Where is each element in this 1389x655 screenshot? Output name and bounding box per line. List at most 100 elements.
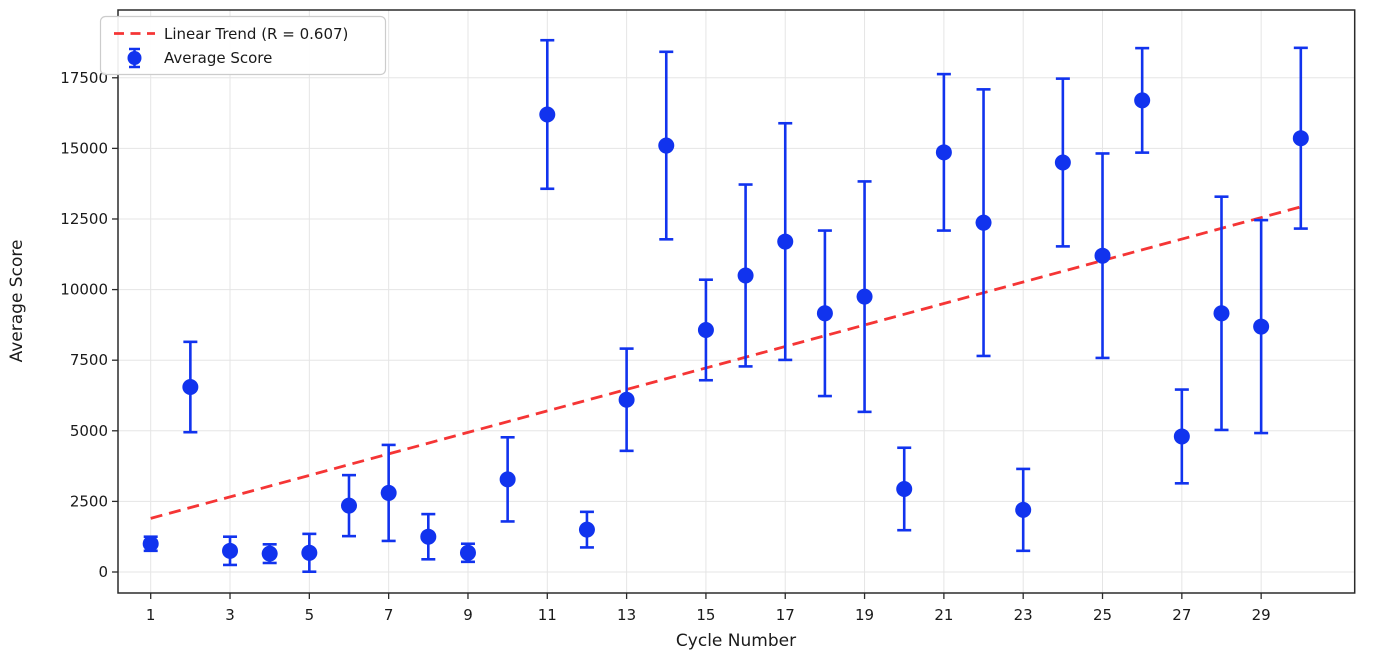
x-tick-label: 17 (776, 606, 795, 624)
data-point (222, 542, 239, 559)
data-point (618, 391, 635, 408)
data-point (301, 544, 318, 561)
error-bar (578, 510, 595, 549)
data-point (777, 233, 794, 250)
error-bar (658, 50, 675, 241)
data-point (539, 106, 556, 123)
x-tick-label: 3 (225, 606, 235, 624)
tick-layer: 1 3 5 7 9 11 13 15 17 19 21 23 25 27 29025005000750010… (60, 69, 1270, 624)
y-tick-label: 2500 (70, 492, 108, 510)
data-point (658, 137, 675, 154)
data-point (697, 321, 714, 338)
y-tick-label: 5000 (70, 422, 108, 440)
data-point (380, 484, 397, 501)
x-tick-label: 7 (384, 606, 394, 624)
error-bar (1134, 46, 1151, 154)
grid-layer (118, 10, 1355, 593)
error-bar (856, 180, 873, 414)
data-point (459, 544, 476, 561)
data-point (1213, 305, 1230, 322)
data-point (499, 471, 516, 488)
x-tick-label: 9 (463, 606, 473, 624)
error-bar (618, 347, 635, 453)
error-bar (896, 446, 913, 532)
x-axis-label: Cycle Number (676, 631, 796, 651)
legend: Linear Trend (R = 0.607) Average Score (99, 15, 387, 76)
x-tick-label: 13 (617, 606, 636, 624)
error-bar (261, 543, 278, 565)
error-bar (777, 121, 794, 362)
data-point (975, 214, 992, 231)
y-tick-label: 7500 (70, 351, 108, 369)
error-bar (975, 88, 992, 358)
error-bar (1173, 388, 1190, 485)
data-point (340, 497, 357, 514)
x-tick-label: 5 (305, 606, 315, 624)
x-tick-label: 21 (934, 606, 953, 624)
data-point (1094, 247, 1111, 264)
y-tick-label: 12500 (60, 210, 108, 228)
data-point (578, 521, 595, 538)
x-tick-label: 25 (1093, 606, 1112, 624)
error-bar (737, 183, 754, 368)
legend-item-trend: Linear Trend (R = 0.607) (114, 25, 348, 43)
legend-box (99, 15, 387, 76)
errorbar-series-layer (142, 38, 1309, 574)
error-bar (1292, 46, 1309, 230)
trend-line (150, 205, 1302, 520)
x-tick-label: 11 (538, 606, 557, 624)
data-point (182, 379, 199, 396)
data-point (856, 288, 873, 305)
error-bar (142, 535, 159, 553)
axes-frame (117, 9, 1356, 594)
error-bar (340, 473, 357, 538)
error-bar (816, 229, 833, 398)
data-point (896, 480, 913, 497)
y-tick-label: 0 (98, 563, 108, 581)
y-tick-label: 10000 (60, 281, 108, 299)
data-point (142, 535, 159, 552)
error-bar (1054, 77, 1071, 248)
error-bar (1094, 152, 1111, 360)
legend-score-label: Average Score (164, 49, 272, 67)
trend-line-layer (150, 205, 1302, 520)
legend-trend-label: Linear Trend (R = 0.607) (164, 25, 348, 43)
data-point (1134, 92, 1151, 109)
data-point (261, 545, 278, 562)
error-bar (539, 38, 556, 191)
data-point (1173, 428, 1190, 445)
data-point (420, 528, 437, 545)
data-point (1015, 501, 1032, 518)
legend-point-sample (127, 51, 142, 65)
error-bar (935, 72, 952, 232)
data-point (737, 267, 754, 284)
data-point (935, 144, 952, 161)
x-tick-label: 15 (696, 606, 715, 624)
y-tick-label: 17500 (60, 69, 108, 87)
x-tick-label: 23 (1014, 606, 1033, 624)
error-bar (697, 278, 714, 382)
x-tick-label: 1 (146, 606, 156, 624)
y-tick-label: 15000 (60, 139, 108, 157)
error-bar (1015, 467, 1032, 553)
data-point (816, 305, 833, 322)
error-bar (380, 443, 397, 543)
x-tick-label: 29 (1252, 606, 1271, 624)
data-point (1292, 130, 1309, 147)
error-bar (301, 532, 318, 574)
axes-spines (117, 9, 1356, 594)
error-bar (499, 435, 516, 523)
data-point (1054, 154, 1071, 171)
error-bar (1253, 218, 1270, 435)
error-bar (222, 535, 239, 567)
error-bar (420, 512, 437, 561)
legend-item-score: Average Score (127, 47, 272, 69)
x-tick-label: 27 (1172, 606, 1191, 624)
error-bar (459, 542, 476, 564)
y-axis-label: Average Score (7, 240, 27, 363)
x-tick-label: 19 (855, 606, 874, 624)
error-bar (182, 340, 199, 434)
data-point (1253, 318, 1270, 335)
